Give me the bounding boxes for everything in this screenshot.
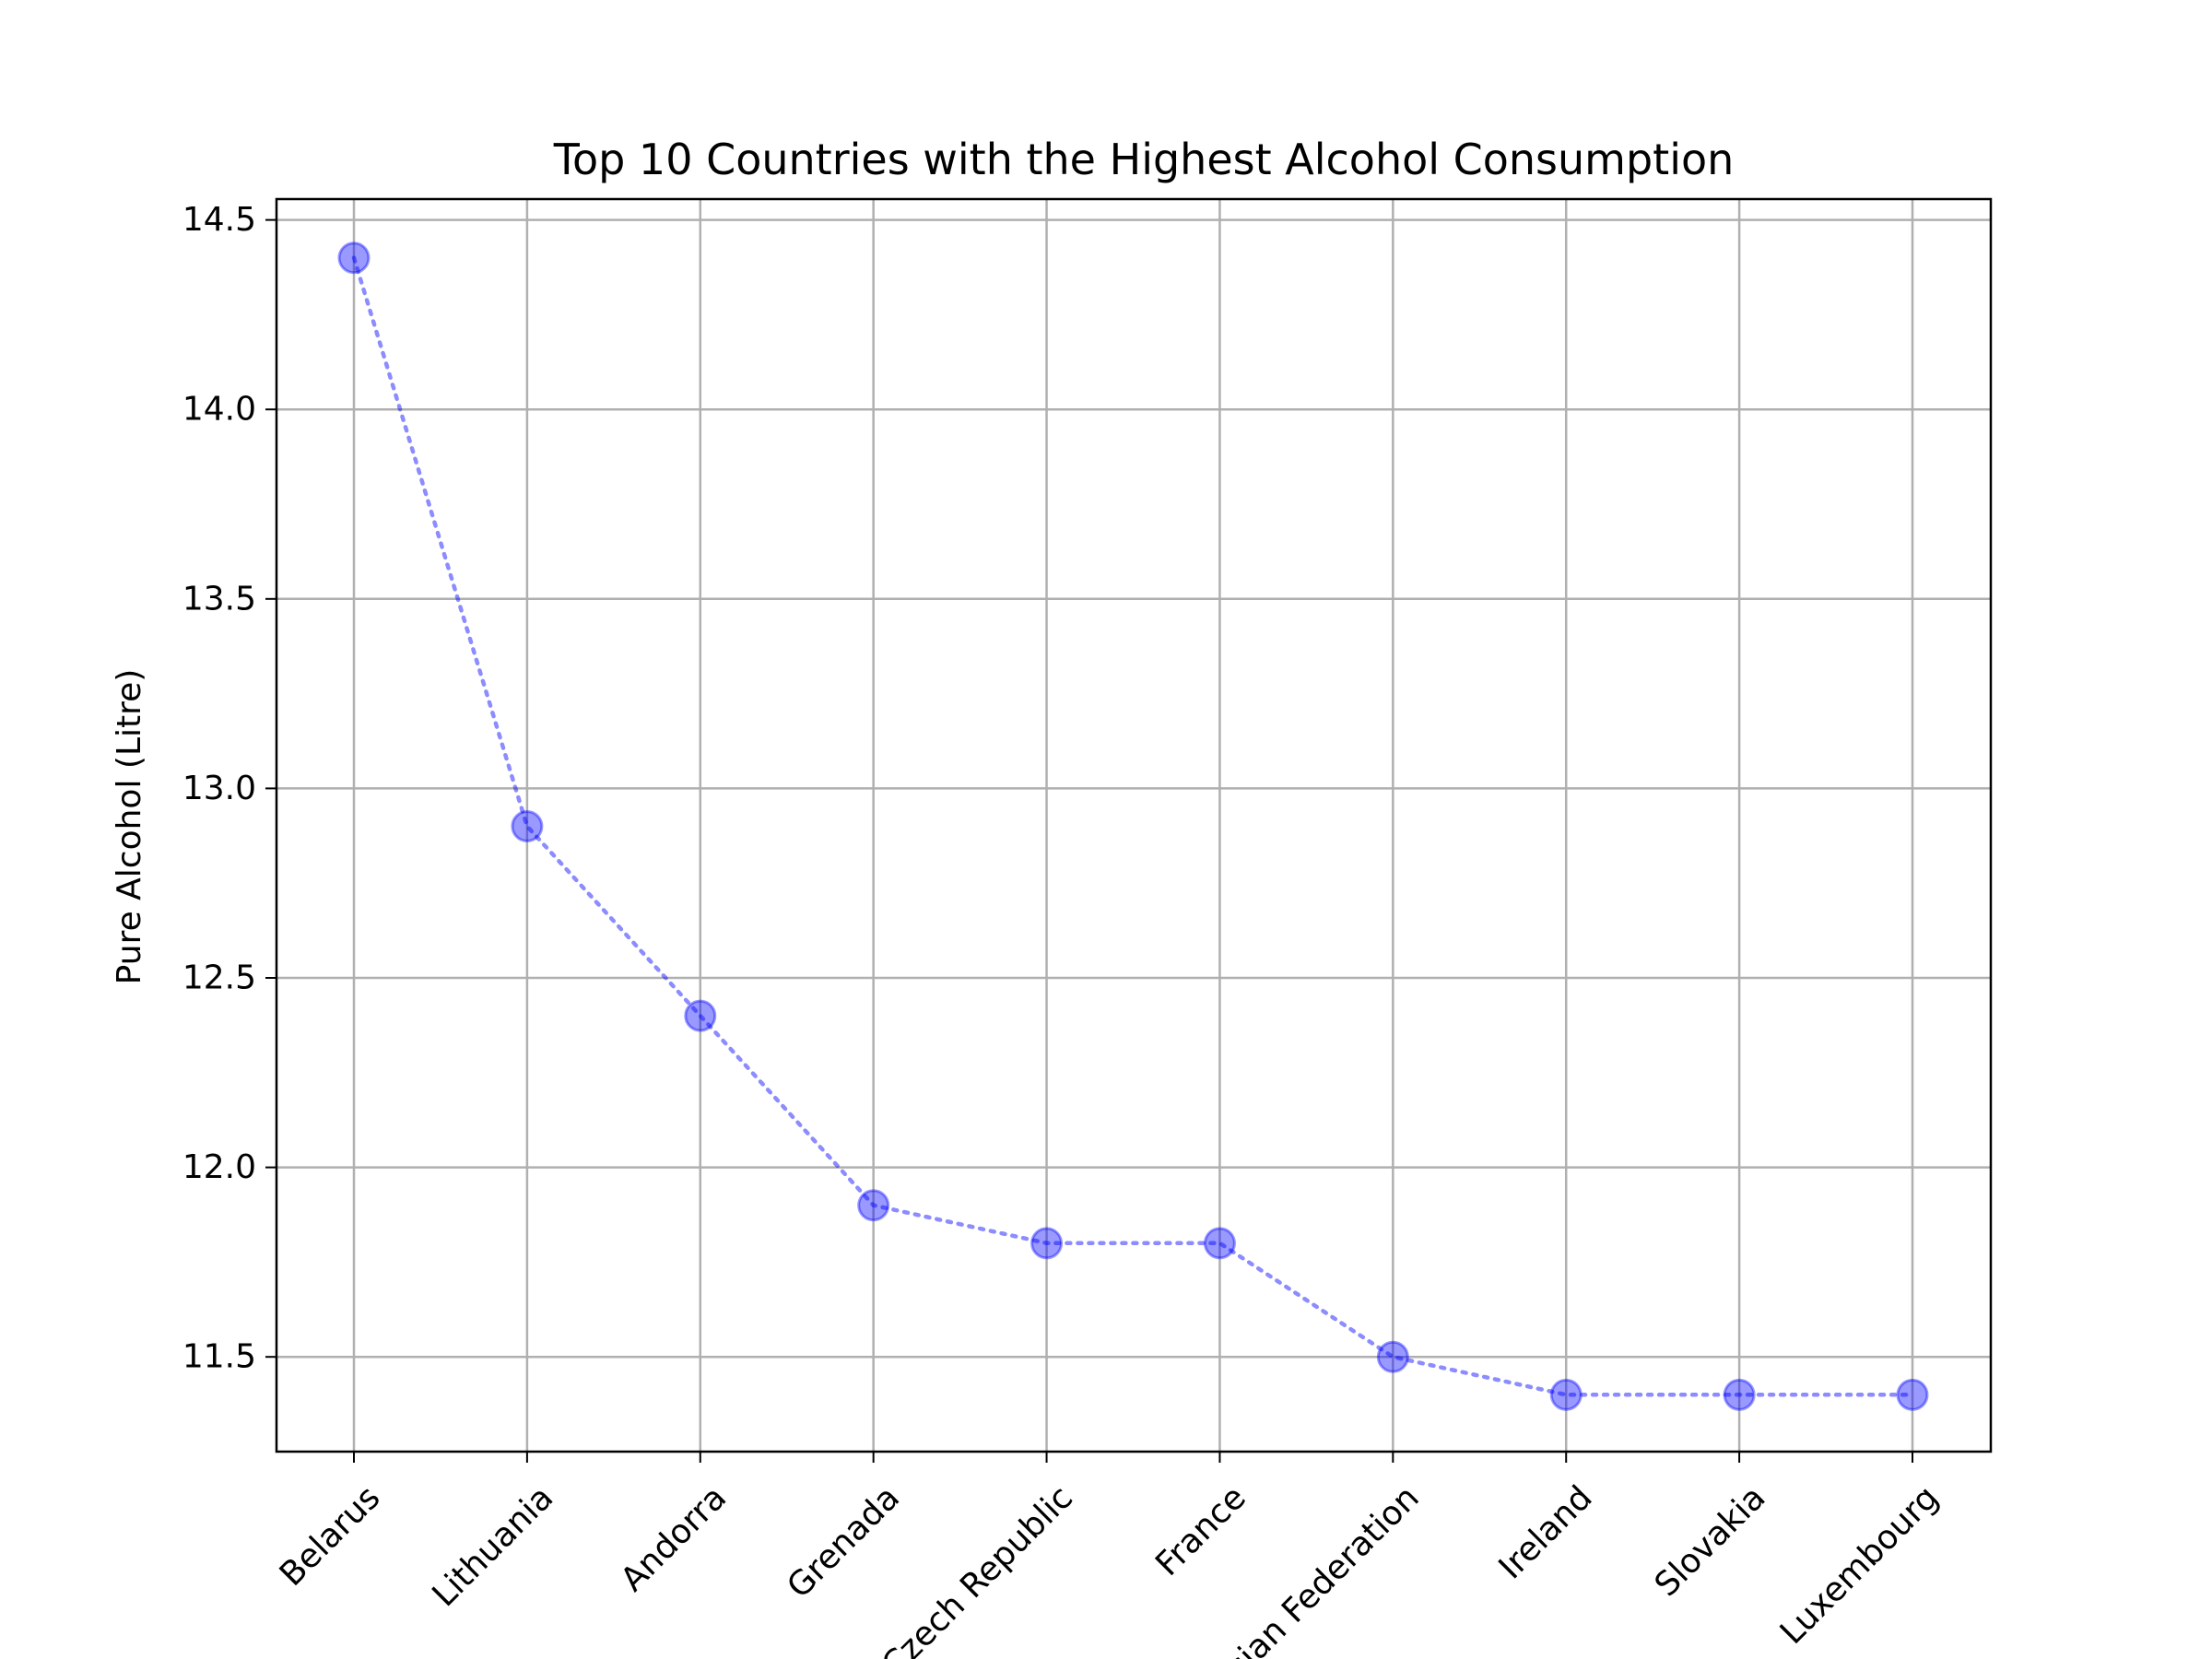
y-tick-label: 13.0 (182, 770, 256, 807)
chart-title: Top 10 Countries with the Highest Alcoho… (553, 135, 1735, 184)
data-point (1896, 1378, 1929, 1411)
data-point (1376, 1340, 1409, 1373)
y-tick-label: 12.0 (182, 1148, 256, 1186)
y-axis-ticks: 11.5 12.0 12.5 13.0 13.5 14.0 14.5 (182, 201, 276, 1376)
data-point (337, 241, 371, 275)
data-point (511, 810, 544, 843)
y-tick-label: 14.0 (182, 391, 256, 429)
series-line (351, 255, 1915, 1397)
y-tick-label: 12.5 (182, 959, 256, 997)
plot-frame (275, 197, 1993, 1453)
data-point (1549, 1378, 1583, 1411)
x-gridlines (352, 199, 1914, 1452)
data-point (1723, 1378, 1756, 1411)
y-tick-label: 14.5 (182, 201, 256, 239)
y-tick-label: 11.5 (182, 1338, 256, 1376)
y-gridlines (276, 218, 1991, 1359)
data-markers (337, 241, 1929, 1411)
data-point (1030, 1227, 1064, 1260)
y-tick-label: 13.5 (182, 580, 256, 618)
data-point (684, 999, 717, 1032)
y-axis-label: Pure Alcohol (Litre) (111, 669, 148, 985)
data-point (857, 1189, 890, 1222)
data-point (1203, 1227, 1236, 1260)
